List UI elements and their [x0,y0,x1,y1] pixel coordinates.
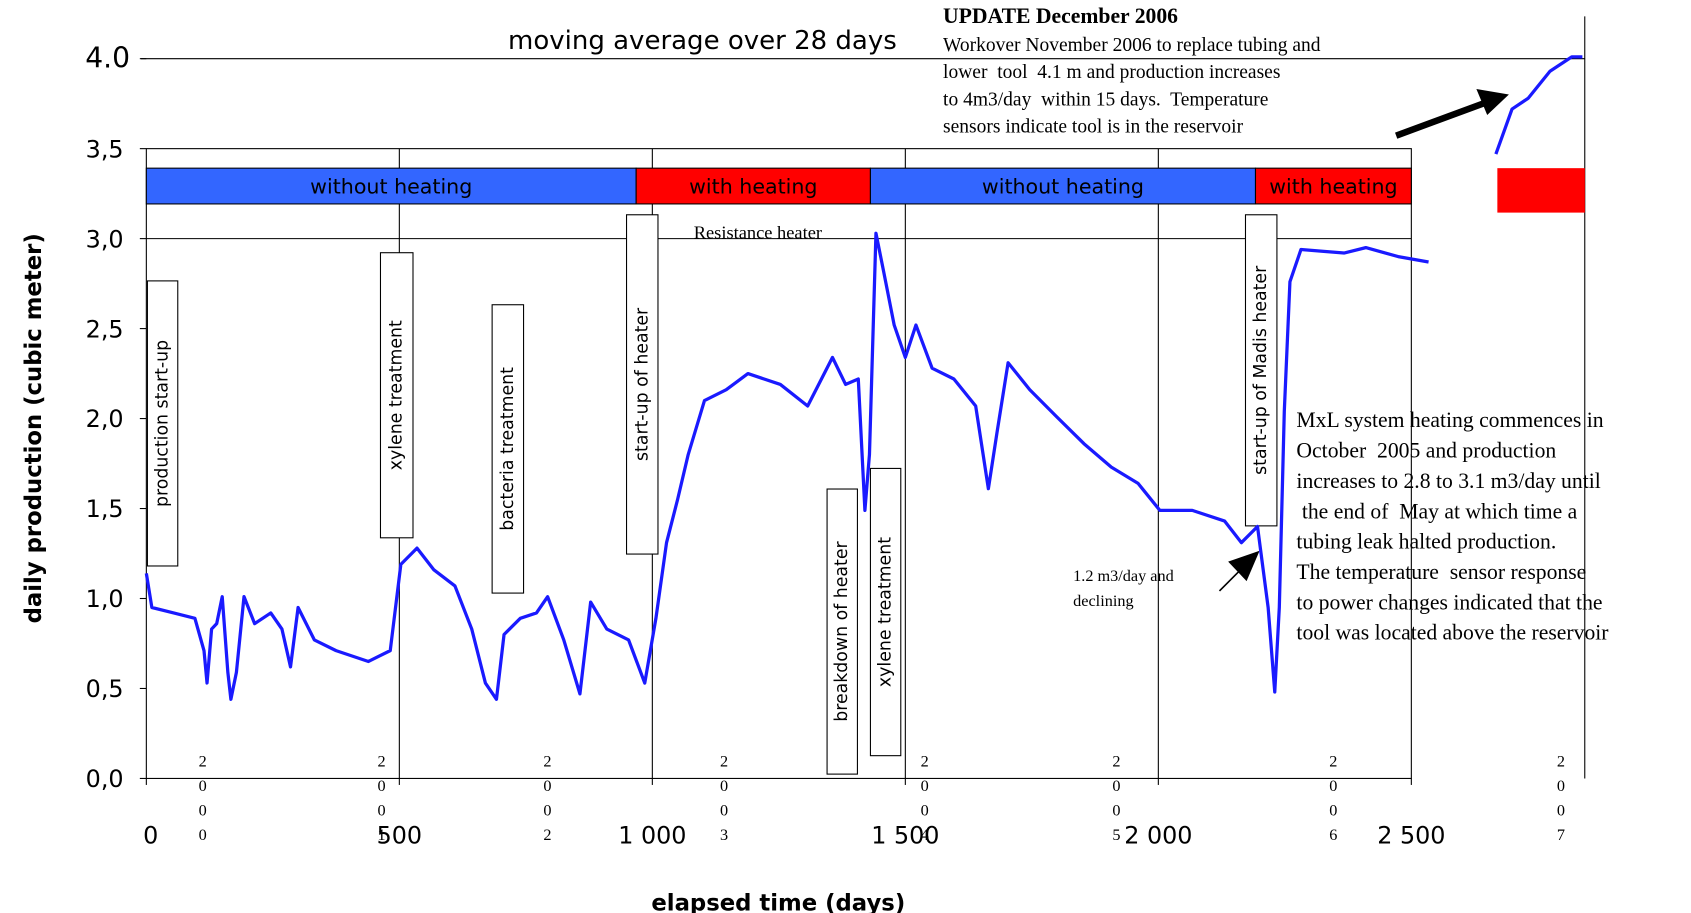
mxl-text-line: MxL system heating commences in [1296,408,1603,432]
x-tick-label: 0 [143,821,158,849]
x-tick-label: 1 000 [618,821,686,849]
event-box [869,467,902,757]
event-box [146,280,179,567]
phase-band [1254,167,1412,205]
update-text-line: Workover November 2006 to replace tubing… [943,35,1321,56]
mxl-text-line: October 2005 and production [1296,439,1556,463]
event-label: start-up of Madis heater [1251,265,1271,475]
phase-label: with heating [1269,175,1397,199]
mxl-text-line: increases to 2.8 to 3.1 m3/day until [1296,469,1600,493]
event-box [625,214,659,555]
phase-band [635,167,871,205]
update-band [1497,168,1585,213]
event-label: xylene treatment [387,320,407,470]
y-tick-label: 4.0 [85,41,130,74]
event-label: xylene treatment [876,537,896,687]
year-label: 2000 [194,752,212,850]
year-label: 2004 [916,752,934,850]
mxl-text-line: the end of May at which time a [1296,499,1577,523]
x-tick-label: 500 [377,821,422,849]
y-tick-label: 0,5 [86,675,124,703]
phase-label: with heating [689,175,817,199]
y-tick-label: 1,5 [86,495,124,523]
x-tick-label: 2 500 [1377,821,1445,849]
production-line [1494,55,1583,155]
y-tick-label: 1,0 [86,585,124,613]
event-label: breakdown of heater [832,541,852,722]
mxl-text-line: tool was located above the reservoir [1296,621,1609,645]
event-box [491,304,525,594]
phase-label: without heating [310,175,472,199]
year-label: 2001 [373,752,391,850]
y-axis-label: daily production (cubic meter) [21,233,47,623]
phase-band [145,167,637,205]
x-tick-label: 1 500 [871,821,939,849]
decline-arrow-head [1228,550,1260,582]
x-tick-label: 2 000 [1124,821,1192,849]
decline-note-line: declining [1073,592,1133,610]
chart-title: moving average over 28 days [508,26,897,56]
year-label: 2005 [1107,752,1125,850]
x-axis-label: elapsed time (days) [651,891,905,913]
event-box [826,488,858,775]
event-label: production start-up [153,340,173,507]
phase-band [869,167,1257,205]
year-label: 2007 [1552,752,1570,850]
y-tick-label: 3,0 [86,225,124,253]
update-title: UPDATE December 2006 [943,4,1178,28]
resistance-note: Resistance heater [694,223,822,243]
plot-frame [145,148,1412,779]
mxl-text-line: to power changes indicated that the [1296,590,1602,614]
y-tick-label: 2,0 [86,405,124,433]
year-label: 2006 [1324,752,1342,850]
update-arrow [1395,98,1489,139]
event-label: bacteria treatment [498,367,518,531]
mxl-text-line: tubing leak halted production. [1296,530,1556,554]
update-text-line: to 4m3/day within 15 days. Temperature [943,89,1268,110]
year-label: 2003 [715,752,733,850]
update-text-line: lower tool 4.1 m and production increase… [943,62,1280,83]
decline-note-line: 1.2 m3/day and [1073,567,1174,585]
phase-label: without heating [982,175,1144,199]
event-label: start-up of heater [632,307,652,461]
y-tick-label: 0,0 [86,765,124,793]
event-box [379,252,414,539]
mxl-text-line: The temperature sensor response [1296,560,1586,584]
production-line [144,231,1429,701]
y-tick-label: 2,5 [86,315,124,343]
year-label: 2002 [538,752,556,850]
event-box [1244,214,1278,527]
y-tick-label: 3,5 [86,135,124,163]
update-text-line: sensors indicate tool is in the reservoi… [943,116,1244,137]
